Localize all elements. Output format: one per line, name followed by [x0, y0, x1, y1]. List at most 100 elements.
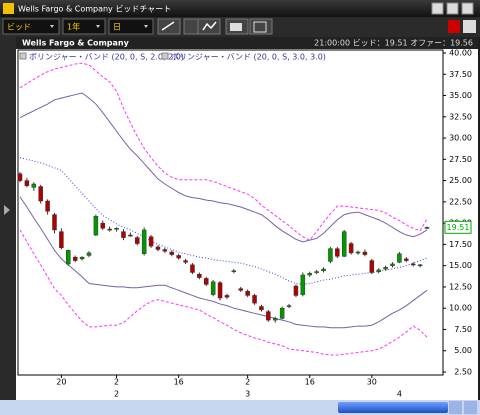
side-tab[interactable]	[4, 205, 10, 215]
legend-icon	[19, 52, 27, 60]
candle-body	[383, 267, 388, 270]
candle-body	[45, 200, 50, 212]
candle-body	[404, 258, 409, 261]
candle-body	[59, 231, 64, 249]
legend-label: ボリンジャー・バンド (20, 0, S, 2.0, 2.0)	[29, 53, 184, 62]
dropdown-arrow	[96, 25, 100, 28]
candle-body	[417, 264, 423, 267]
candle-body	[321, 268, 326, 272]
dropdown-text: 1年	[67, 22, 80, 32]
y-tick-label: 25.00	[449, 176, 472, 185]
title-bar	[0, 0, 480, 17]
alert-button[interactable]	[448, 20, 460, 33]
band-lower	[19, 196, 428, 329]
y-tick-label: 10.00	[449, 304, 472, 313]
candle-body	[176, 255, 181, 259]
candle-body	[238, 288, 243, 291]
y-tick-label: 15.00	[449, 261, 472, 270]
scroll-button[interactable]	[464, 401, 477, 414]
candle-body	[272, 318, 278, 321]
panel-title: Wells Fargo & Company	[22, 39, 130, 48]
candle-body	[72, 256, 78, 261]
quote-status: 21:00:00 ビッド：19.51 オファー：19.56	[314, 39, 473, 48]
candle-body	[183, 260, 188, 263]
y-tick-label: 17.50	[449, 240, 472, 249]
y-tick-label: 5.00	[454, 346, 472, 355]
candle-body	[128, 234, 133, 237]
candle-body	[369, 260, 375, 273]
candle-body	[397, 253, 402, 263]
band-upper	[19, 62, 428, 241]
dropdown-arrow	[144, 25, 148, 28]
x-tick-label: 2	[114, 378, 119, 387]
month-label: 2	[114, 390, 119, 399]
plot-area	[17, 49, 444, 376]
candle-body	[390, 263, 395, 266]
candle-body	[148, 236, 154, 247]
candle-body	[66, 250, 71, 265]
candle-body	[341, 231, 347, 257]
candle-body	[93, 216, 99, 236]
candle-body	[376, 269, 381, 272]
x-tick-label: 16	[305, 378, 315, 387]
panel-header	[16, 37, 478, 49]
month-label: 3	[245, 390, 250, 399]
dropdown[interactable]	[2, 18, 60, 35]
dropdown[interactable]	[108, 18, 154, 35]
x-tick-label: 2	[245, 378, 250, 387]
y-tick-label: 7.50	[454, 325, 472, 334]
candle-body	[107, 228, 112, 231]
candle-body	[252, 295, 257, 304]
candle-body	[348, 243, 354, 254]
x-tick-label: 20	[56, 378, 66, 387]
candle-body	[121, 231, 126, 238]
window-title: Wells Fargo & Company ビッドチャート	[18, 5, 171, 14]
band-upper	[19, 92, 428, 243]
candle-body	[169, 251, 175, 255]
candle-body	[307, 273, 312, 276]
candle-body	[279, 307, 285, 319]
app-icon	[3, 3, 14, 14]
candle-body	[24, 180, 30, 186]
candle-body	[410, 263, 416, 266]
last-price-box	[444, 220, 472, 234]
scrollbar-thumb[interactable]	[338, 402, 448, 413]
maximize-button[interactable]	[446, 2, 459, 15]
candle-body	[314, 271, 319, 273]
scroll-button[interactable]	[449, 401, 462, 414]
candle-body	[204, 278, 209, 285]
y-tick-label: 12.50	[449, 282, 472, 291]
dropdown-text: ビッド	[7, 23, 31, 32]
candle-body	[335, 248, 340, 257]
candle-body	[86, 252, 92, 256]
band-middle	[19, 157, 428, 285]
candle-body	[355, 251, 361, 254]
tool-button[interactable]	[157, 18, 181, 35]
minimize-button[interactable]	[431, 2, 444, 15]
last-price-label: 19.51	[447, 223, 470, 232]
x-tick-label: 30	[367, 378, 377, 387]
candle-body	[100, 222, 106, 229]
candle-body	[424, 227, 430, 229]
legend-icon	[161, 52, 169, 60]
candle-body	[141, 229, 147, 255]
tool-glyph	[253, 21, 267, 33]
candle-body	[266, 311, 271, 321]
candle-body	[155, 246, 161, 250]
candle-body	[259, 306, 264, 311]
dropdown-text: 日	[113, 23, 121, 32]
print-button[interactable]	[463, 20, 476, 33]
y-tick-label: 27.50	[449, 155, 472, 164]
candle-body	[114, 227, 119, 230]
dropdown[interactable]	[62, 18, 106, 35]
side-strip	[0, 37, 16, 400]
candle-body	[190, 264, 195, 273]
candle-body	[224, 295, 230, 298]
band-lower	[19, 229, 428, 356]
candle-body	[162, 249, 168, 252]
y-tick-label: 37.50	[449, 70, 472, 79]
close-button[interactable]	[461, 2, 474, 15]
month-label: 4	[397, 390, 402, 399]
y-tick-label: 35.00	[449, 91, 472, 100]
y-tick-label: 32.50	[449, 112, 472, 121]
